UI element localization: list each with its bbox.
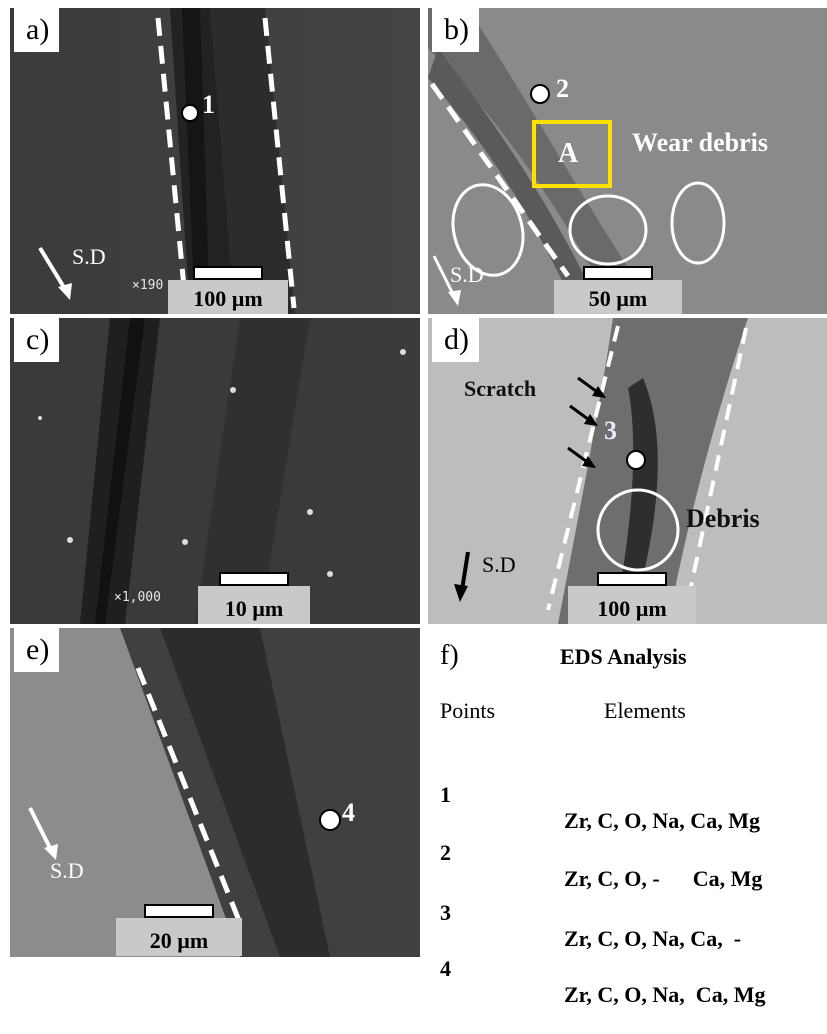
panel-a: a) 1 S.D ×190 100 µm xyxy=(10,8,420,314)
panel-e-label: e) xyxy=(14,628,60,672)
eds-title: EDS Analysis xyxy=(560,644,687,669)
panel-d-label: d) xyxy=(432,318,479,362)
sliding-direction-label: S.D xyxy=(482,552,516,577)
wear-debris-label: Wear debris xyxy=(632,128,769,157)
table-row: 1 Zr, C, O, Na, Ca, Mg xyxy=(440,756,760,860)
panel-d-micrograph xyxy=(428,318,827,624)
panel-e: e) 4 S.D 20 µm xyxy=(10,628,420,957)
point-cell: 1 xyxy=(440,782,451,807)
point-3-label: 3 xyxy=(604,416,617,445)
table-row: 3 Zr, C, O, Na, Ca, - xyxy=(440,874,741,978)
sliding-direction-label: S.D xyxy=(50,858,84,883)
debris-label: Debris xyxy=(686,504,760,533)
panel-b-micrograph xyxy=(428,8,827,314)
scale-bar: 100 µm xyxy=(168,266,288,314)
scale-bar: 100 µm xyxy=(568,572,696,624)
point-cell: 2 xyxy=(440,840,451,865)
scale-bar: 50 µm xyxy=(554,266,682,314)
magnification-label: ×1,000 xyxy=(114,590,161,605)
table-row: 4 Zr, C, O, Na, Ca, Mg xyxy=(440,930,765,1034)
panel-c-label: c) xyxy=(14,318,60,362)
point-4-label: 4 xyxy=(342,798,355,827)
point-1-label: 1 xyxy=(202,90,215,119)
elements-cell: Zr, C, O, Na, Ca, Mg xyxy=(564,808,760,833)
scale-bar: 20 µm xyxy=(116,904,242,956)
panel-a-micrograph xyxy=(10,8,420,314)
elements-column-header: Elements xyxy=(604,698,686,723)
points-column-header: Points xyxy=(440,698,496,723)
region-a-label: A xyxy=(558,138,579,169)
scratch-label: Scratch xyxy=(464,376,537,401)
panel-f-label: f) xyxy=(440,640,459,671)
panel-b: b) 2 A Wear debris S.D 50 µm xyxy=(428,8,827,314)
panel-b-label: b) xyxy=(432,8,479,52)
magnification-label: ×190 xyxy=(132,278,164,293)
point-cell: 3 xyxy=(440,900,451,925)
panel-a-label: a) xyxy=(14,8,60,52)
scale-bar: 10 µm xyxy=(198,572,310,624)
panel-c: c) ×1,000 10 µm xyxy=(10,318,420,624)
eds-analysis-panel: f) EDS Analysis Points Elements 1 Zr, C,… xyxy=(428,628,827,1007)
point-cell: 4 xyxy=(440,956,451,981)
elements-cell: Zr, C, O, Na, Ca, Mg xyxy=(564,982,766,1007)
panel-d: d) Scratch 3 Debris S.D 100 µm xyxy=(428,318,827,624)
elements-cell: Zr, C, O, - Ca, Mg xyxy=(564,866,763,891)
table-row: 2 Zr, C, O, - Ca, Mg xyxy=(440,814,762,918)
panel-c-micrograph xyxy=(10,318,420,624)
sliding-direction-label: S.D xyxy=(72,244,106,269)
elements-cell: Zr, C, O, Na, Ca, - xyxy=(564,926,742,951)
sliding-direction-label: S.D xyxy=(450,262,484,287)
panel-e-micrograph xyxy=(10,628,420,957)
point-2-label: 2 xyxy=(556,74,569,103)
